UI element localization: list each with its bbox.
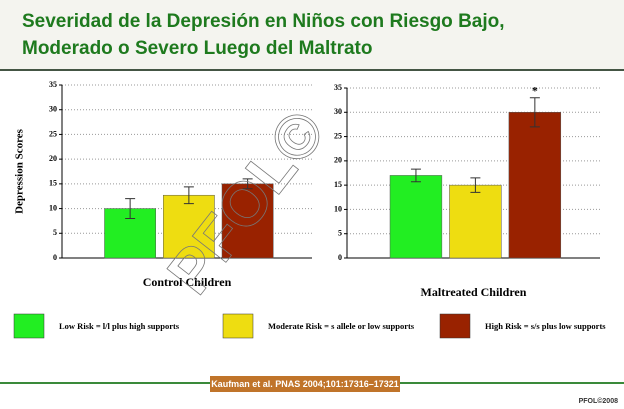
x-axis-label: Control Children (143, 275, 232, 289)
y-tick-label: 15 (49, 179, 57, 188)
bar (389, 175, 443, 259)
y-tick-label: 15 (334, 180, 342, 189)
slide-title: Moderado o Severo Luego del Maltrato (22, 38, 373, 59)
legend-label: Low Risk = l/l plus high supports (59, 321, 180, 331)
y-tick-label: 35 (49, 80, 57, 89)
y-tick-label: 20 (49, 154, 57, 163)
error-bar (183, 186, 194, 205)
error-bar (125, 198, 136, 219)
y-tick-label: 25 (49, 129, 57, 138)
y-tick-label: 25 (334, 131, 342, 140)
legend-swatch (13, 313, 45, 339)
y-tick-label: 5 (53, 228, 57, 237)
legend-swatch (439, 313, 471, 339)
footer-mark: PFOL©2008 (579, 397, 619, 405)
header-band (0, 0, 624, 70)
citation-box (210, 376, 400, 392)
y-tick-label: 10 (49, 203, 57, 212)
bar (163, 194, 215, 259)
citation: Kaufman et al. PNAS 2004;101:17316–17321 (211, 379, 399, 389)
y-axis-label: Depression Scores (14, 128, 26, 214)
bar (508, 112, 562, 259)
bar (449, 184, 502, 259)
legend-label: High Risk = s/s plus low supports (485, 321, 606, 331)
x-axis-label: Maltreated Children (421, 285, 527, 299)
error-bar (242, 178, 253, 190)
slide-title: Severidad de la Depresión en Niños con R… (22, 11, 505, 32)
y-tick-label: 10 (334, 204, 342, 213)
y-tick-label: 0 (338, 253, 342, 262)
bar (221, 183, 274, 259)
error-bar (529, 97, 540, 128)
error-bar (410, 168, 421, 183)
y-tick-label: 35 (334, 83, 342, 92)
y-tick-label: 30 (49, 105, 57, 114)
y-tick-label: 20 (334, 156, 342, 165)
y-tick-label: 30 (334, 107, 342, 116)
legend-swatch (222, 313, 254, 339)
legend-label: Moderate Risk = s allele or low supports (268, 321, 415, 331)
y-tick-label: 0 (53, 253, 57, 262)
annotation: * (532, 83, 538, 97)
y-tick-label: 5 (338, 229, 342, 238)
error-bar (470, 177, 481, 193)
